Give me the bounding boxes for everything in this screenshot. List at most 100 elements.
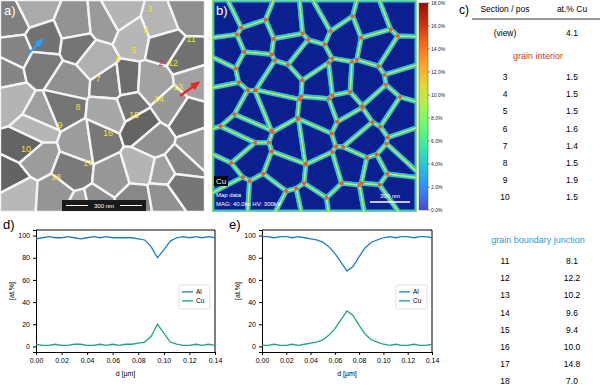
map-junction — [303, 162, 307, 166]
cu-map — [212, 0, 417, 212]
map-junction — [273, 59, 277, 63]
grain-label: 16 — [103, 128, 113, 138]
table-cell: 17 — [500, 359, 510, 369]
tick-mark — [359, 352, 360, 355]
map-junction — [350, 60, 354, 64]
tick-label: 0.00 — [30, 357, 44, 364]
panel-label: a) — [4, 3, 16, 18]
legend: AlCu — [396, 285, 427, 309]
table-cell: 1.5 — [566, 89, 578, 99]
grain-label: 12 — [168, 58, 178, 68]
tick: 20 — [248, 321, 262, 328]
map-boundary — [385, 65, 417, 102]
tick: 80 — [248, 254, 262, 261]
table-cell: 9 — [503, 175, 508, 185]
grain-label: 7 — [95, 74, 100, 84]
table-cell: 5 — [503, 106, 508, 116]
map-junction — [377, 64, 381, 68]
map-boundary — [299, 119, 336, 164]
table-section-title: grain boundary junction — [491, 235, 585, 245]
panel-label: c) — [459, 3, 469, 17]
colorbar-tick-label: 16.0% — [431, 23, 446, 29]
map-junction — [330, 132, 334, 136]
tick-label: 20 — [248, 321, 256, 328]
grain-label: 14 — [154, 94, 164, 104]
tick-mark — [259, 280, 262, 281]
tick-label: 0.10 — [158, 357, 172, 364]
axis-line — [37, 353, 216, 356]
tick: 0.04 — [81, 352, 95, 364]
map-junction — [301, 31, 305, 35]
arrow-red — [180, 81, 200, 96]
map-junction — [327, 97, 331, 101]
x-axis-title: d [µm] — [337, 370, 357, 378]
grain-label: 6 — [115, 54, 120, 64]
grain-label: 15 — [129, 110, 139, 120]
scale-bar — [370, 201, 410, 203]
series-line — [262, 237, 432, 271]
tick: 0.04 — [304, 352, 318, 364]
map-junction — [232, 112, 236, 116]
tick-mark — [311, 352, 312, 355]
arrow-blue — [28, 38, 44, 54]
legend-swatch — [399, 300, 410, 301]
map-junction — [229, 161, 233, 165]
grain-label: 17 — [83, 158, 93, 168]
colorbar-tick — [428, 118, 430, 119]
legend-swatch — [182, 300, 193, 301]
legend-label: Cu — [413, 297, 422, 304]
table-cell: 10.2 — [564, 290, 581, 300]
element-label: Cu — [216, 177, 226, 186]
table-cell: 1.5 — [566, 106, 578, 116]
legend-swatch — [399, 291, 410, 292]
figure: 34567891011121314151617182a)300 nmb)CuMa… — [0, 0, 600, 388]
tick-mark — [164, 352, 165, 355]
map-boundary — [234, 90, 271, 130]
table-cell: 3 — [503, 72, 508, 82]
map-boundary — [297, 97, 337, 134]
map-junction — [340, 181, 344, 185]
map-junction — [385, 172, 389, 176]
element-label-background — [214, 176, 228, 186]
tick-mark — [383, 352, 384, 355]
micrograph-background — [0, 0, 205, 212]
map-boundary — [377, 144, 417, 178]
map-junction — [242, 50, 246, 54]
colorbar-tick — [428, 95, 430, 96]
tick-label: 0.08 — [132, 357, 146, 364]
legend-label: Cu — [196, 297, 205, 304]
y-axis: 020406080100 — [18, 231, 36, 353]
tick-mark — [215, 352, 216, 355]
map-junction — [386, 136, 390, 140]
map-junction — [389, 27, 393, 31]
map-junction — [264, 18, 268, 22]
map-junction — [378, 183, 382, 187]
table-cell: 1.5 — [566, 192, 578, 202]
table-cell: 6 — [503, 124, 508, 134]
table-cell: 18 — [500, 376, 510, 386]
map-boundary — [221, 114, 273, 142]
tick-mark — [62, 352, 63, 355]
tick-mark — [33, 346, 36, 347]
grain-label: 18 — [51, 172, 61, 182]
tick-label: 0.08 — [353, 357, 367, 364]
table-cell: 10.0 — [564, 342, 581, 352]
table-cell: 1.5 — [566, 158, 578, 168]
map-junction — [334, 144, 338, 148]
grain — [9, 114, 61, 142]
tick: 0.10 — [377, 352, 391, 364]
tick-label: 0.12 — [401, 357, 415, 364]
scale-bar-label: 300 nm — [380, 193, 400, 199]
y-axis: 020406080100 — [244, 231, 262, 353]
tick: 0 — [26, 343, 36, 350]
tick-mark — [259, 346, 262, 347]
axis-line — [33, 231, 37, 353]
map-junction — [302, 181, 306, 185]
map-boundary — [386, 128, 417, 172]
tick: 0.00 — [256, 352, 270, 364]
table-rule — [472, 19, 600, 20]
colorbar-tick-label: 12.0% — [431, 69, 446, 75]
tick-label: 0.10 — [377, 357, 391, 364]
tick: 60 — [22, 277, 36, 284]
map-boundary — [350, 60, 386, 106]
